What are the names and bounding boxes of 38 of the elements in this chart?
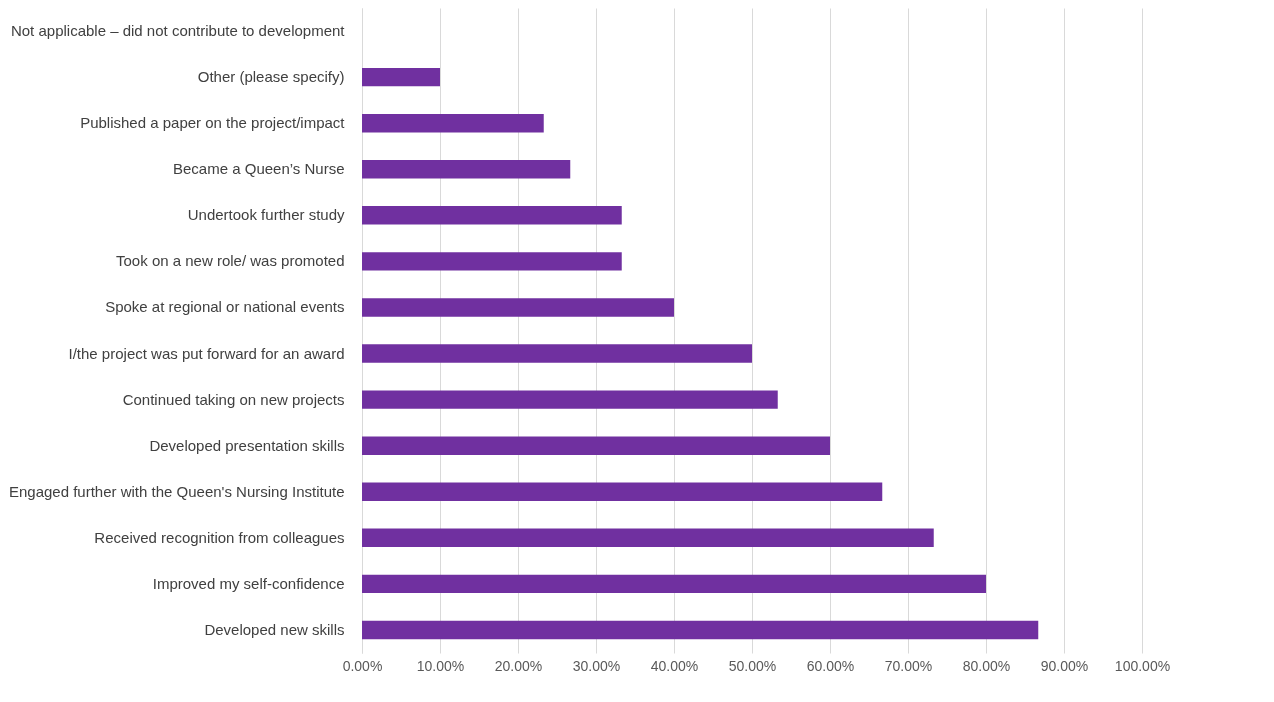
x-tick-label: 100.00% xyxy=(1114,657,1171,674)
x-tick-label: 40.00% xyxy=(650,657,699,674)
x-tick-label: 0.00% xyxy=(342,657,383,674)
y-tick-label: I/the project was put forward for an award xyxy=(68,344,345,362)
bar xyxy=(362,574,986,594)
bar xyxy=(362,298,674,317)
y-tick-label: Not applicable – did not contribute to development xyxy=(10,22,346,40)
y-tick-label: Undertook further study xyxy=(187,206,345,224)
y-tick-label: Improved my self-confidence xyxy=(152,574,345,592)
x-tick-label: 30.00% xyxy=(572,657,621,674)
x-tick-label: 80.00% xyxy=(962,657,1011,674)
bar xyxy=(362,344,752,363)
x-tick-label: 20.00% xyxy=(494,657,543,674)
bar xyxy=(362,206,622,225)
bar xyxy=(362,436,830,455)
y-tick-label: Published a paper on the project/impact xyxy=(80,114,346,132)
y-tick-label: Developed presentation skills xyxy=(149,436,345,454)
y-tick-label: Continued taking on new projects xyxy=(122,390,345,408)
bar xyxy=(362,160,571,179)
y-tick-label: Developed new skills xyxy=(204,620,345,638)
y-tick-label: Became a Queen’s Nurse xyxy=(173,160,345,178)
y-tick-label: Other (please specify) xyxy=(197,68,345,86)
bar xyxy=(362,113,544,133)
x-tick-label: 10.00% xyxy=(416,657,465,674)
bar xyxy=(362,67,440,87)
y-tick-label: Received recognition from colleagues xyxy=(94,528,345,546)
x-tick-label: 50.00% xyxy=(728,657,777,674)
y-tick-label: Engaged further with the Queen's Nursing Institute xyxy=(8,482,345,500)
y-tick-label: Spoke at regional or national events xyxy=(105,298,345,316)
x-tick-label: 60.00% xyxy=(806,657,855,674)
bar xyxy=(362,620,1039,640)
x-tick-label: 70.00% xyxy=(884,657,933,674)
bar xyxy=(362,252,622,271)
x-tick-label: 90.00% xyxy=(1040,657,1089,674)
bar xyxy=(362,482,883,501)
bar xyxy=(362,528,934,548)
y-tick-label: Took on a new role/ was promoted xyxy=(116,252,345,270)
bar xyxy=(362,390,778,409)
